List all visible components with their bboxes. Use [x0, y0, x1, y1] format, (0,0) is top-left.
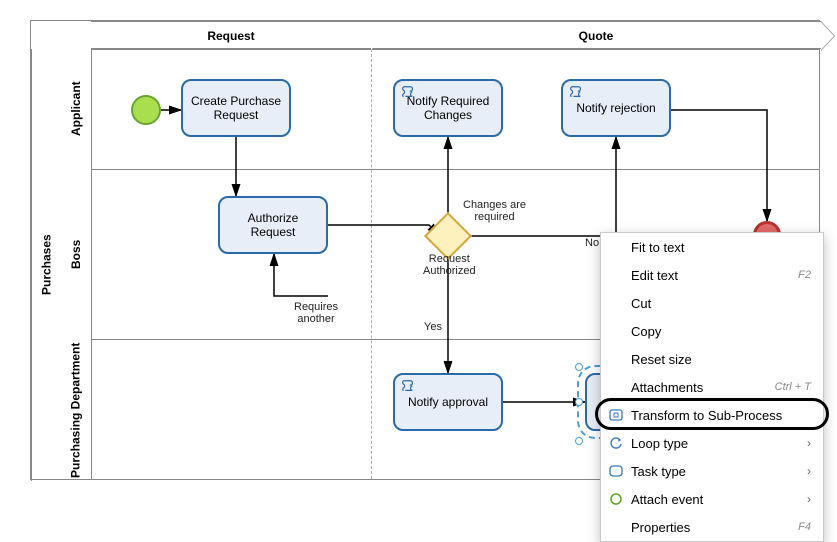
menu-shortcut: F4 [798, 521, 811, 533]
label-request-authorized: Request Authorized [423, 253, 476, 277]
script-icon [569, 85, 583, 99]
phase-quote: Quote [371, 21, 821, 49]
phase-dash [371, 49, 372, 479]
edge[interactable] [328, 225, 439, 235]
lane-purchasing: Purchasing Department [61, 339, 91, 481]
blank-icon [609, 352, 623, 366]
script-icon [401, 379, 415, 393]
task-label: Notify approval [408, 395, 488, 409]
task-authorize-request[interactable]: Authorize Request [218, 196, 328, 254]
menu-item-loop[interactable]: Loop type › [601, 429, 823, 457]
task-label: Authorize Request [224, 211, 322, 239]
menu-item-label: Edit text [631, 268, 678, 283]
menu-item-label: Loop type [631, 436, 688, 451]
lane-sep-1 [91, 169, 819, 170]
menu-item-fit[interactable]: Fit to text [601, 233, 823, 261]
chevron-right-icon: › [807, 492, 811, 506]
label-no: No [585, 237, 599, 249]
blank-icon [609, 380, 623, 394]
menu-item-attach[interactable]: Attachments Ctrl + T [601, 373, 823, 401]
menu-item-cut[interactable]: Cut [601, 289, 823, 317]
label-requires-another: Requires another [294, 301, 338, 325]
menu-item-transform[interactable]: Transform to Sub-Process [601, 401, 823, 429]
chevron-right-icon: › [807, 436, 811, 450]
menu-item-reset[interactable]: Reset size [601, 345, 823, 373]
blank-icon [609, 296, 623, 310]
menu-item-label: Attach event [631, 492, 703, 507]
event-icon [609, 492, 623, 506]
task-create-purchase-request[interactable]: Create Purchase Request [181, 79, 291, 137]
blank-icon [609, 240, 623, 254]
task-label: Create Purchase Request [187, 94, 285, 122]
menu-item-props[interactable]: Properties F4 [601, 513, 823, 541]
blank-icon [609, 324, 623, 338]
label-changes-required: Changes are required [463, 199, 526, 223]
loop-icon [609, 436, 623, 450]
lane-label-sep [91, 49, 92, 479]
menu-item-label: Transform to Sub-Process [631, 408, 782, 423]
pool-label: Purchases [31, 49, 61, 481]
menu-item-label: Cut [631, 296, 651, 311]
task-notify-rejection[interactable]: Notify rejection [561, 79, 671, 137]
menu-item-edit[interactable]: Edit text F2 [601, 261, 823, 289]
label-yes: Yes [424, 321, 442, 333]
task-icon [609, 464, 623, 478]
resize-handle[interactable] [575, 437, 583, 445]
lane-applicant: Applicant [61, 49, 91, 169]
start-event[interactable] [131, 95, 161, 125]
task-notify-required-changes[interactable]: Notify Required Changes [393, 79, 503, 137]
chevron-right-icon: › [807, 464, 811, 478]
blank-icon [609, 268, 623, 282]
task-label: Notify rejection [576, 101, 655, 115]
menu-item-label: Attachments [631, 380, 703, 395]
lane-boss: Boss [61, 169, 91, 339]
header-sep [91, 49, 819, 50]
context-menu: Fit to text Edit text F2 Cut Copy Reset size A… [600, 232, 824, 542]
menu-shortcut: Ctrl + T [775, 381, 811, 393]
resize-handle[interactable] [575, 398, 583, 406]
blank-icon [609, 520, 623, 534]
script-icon [401, 85, 415, 99]
task-notify-approval[interactable]: Notify approval [393, 373, 503, 431]
edge[interactable] [274, 254, 328, 296]
menu-item-label: Copy [631, 324, 661, 339]
menu-item-label: Fit to text [631, 240, 684, 255]
edge[interactable] [671, 110, 767, 221]
menu-item-label: Task type [631, 464, 686, 479]
menu-item-copy[interactable]: Copy [601, 317, 823, 345]
menu-item-aevent[interactable]: Attach event › [601, 485, 823, 513]
menu-item-label: Properties [631, 520, 690, 535]
menu-item-ttype[interactable]: Task type › [601, 457, 823, 485]
subproc-icon [609, 408, 623, 422]
menu-item-label: Reset size [631, 352, 692, 367]
resize-handle[interactable] [575, 363, 583, 371]
menu-shortcut: F2 [798, 269, 811, 281]
phase-request: Request [91, 21, 371, 49]
